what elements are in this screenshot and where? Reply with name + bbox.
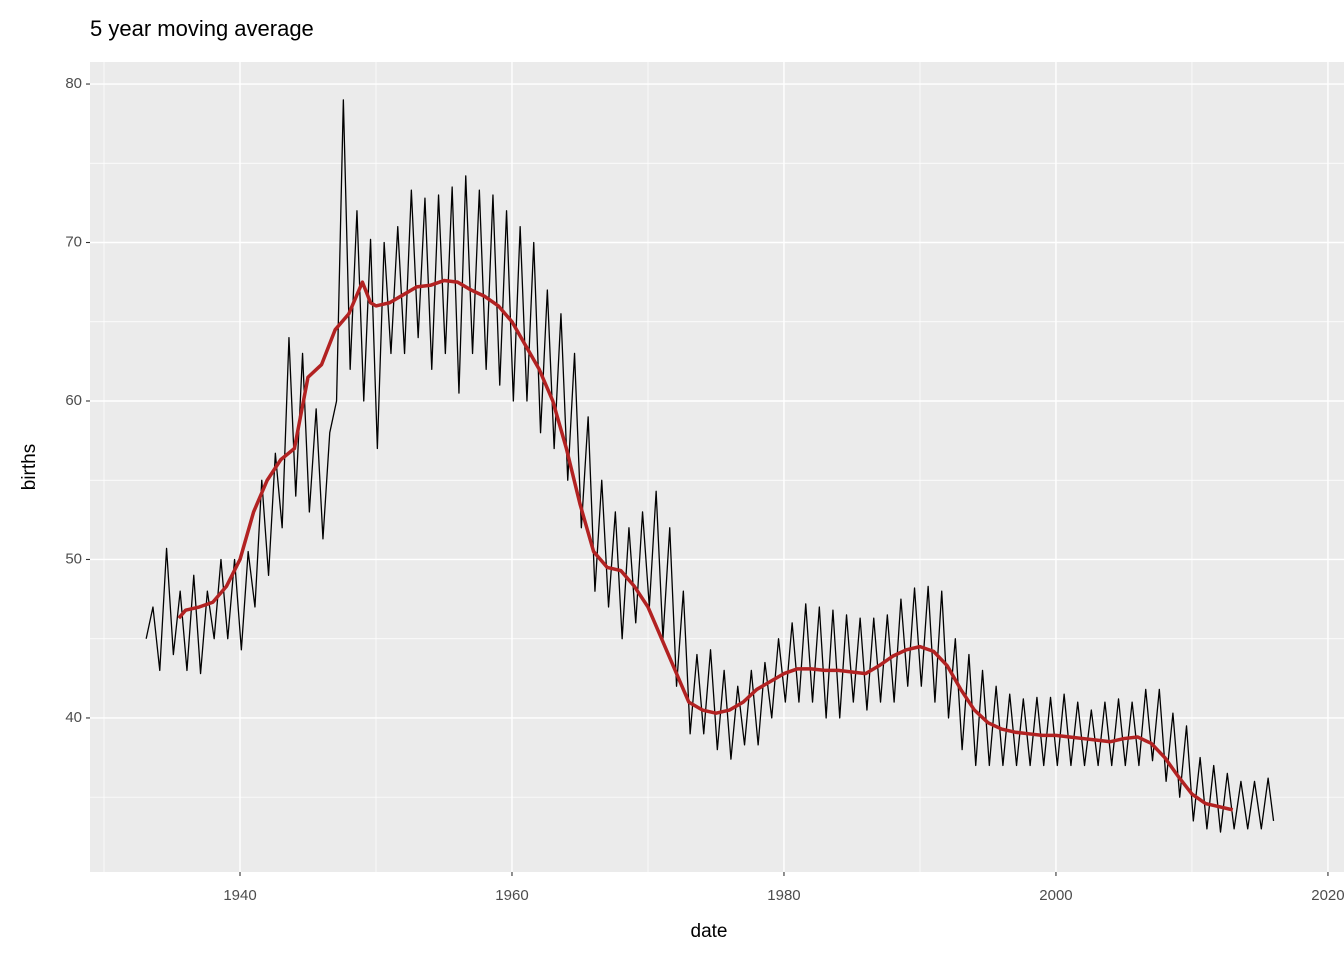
- x-tick-label: 1940: [223, 887, 256, 904]
- x-axis-title: date: [691, 921, 728, 942]
- y-tick-label: 80: [65, 75, 82, 92]
- x-tick-label: 1980: [767, 887, 800, 904]
- series-line: [145, 99, 1275, 833]
- x-tick-label: 1960: [495, 887, 528, 904]
- y-tick-label: 70: [65, 233, 82, 250]
- y-axis-title: births: [19, 444, 40, 490]
- series-line: [177, 278, 1234, 812]
- y-tick-label: 40: [65, 709, 82, 726]
- x-tick-label: 2020: [1311, 887, 1344, 904]
- x-tick-label: 2000: [1039, 887, 1072, 904]
- y-tick-label: 50: [65, 550, 82, 567]
- chart-title: 5 year moving average: [90, 16, 314, 41]
- y-tick-label: 60: [65, 392, 82, 409]
